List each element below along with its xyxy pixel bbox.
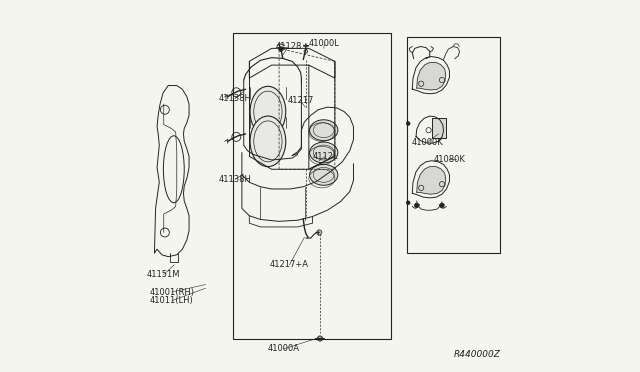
Ellipse shape <box>250 116 286 167</box>
Ellipse shape <box>310 142 338 163</box>
Bar <box>408 37 500 253</box>
Text: 41000A: 41000A <box>268 344 300 353</box>
Text: 41001(RH): 41001(RH) <box>150 288 195 296</box>
Bar <box>232 33 390 339</box>
Text: 41217+A: 41217+A <box>270 260 309 269</box>
Text: 41080K: 41080K <box>433 155 465 164</box>
Ellipse shape <box>250 86 286 137</box>
Circle shape <box>406 122 410 125</box>
Circle shape <box>317 336 323 341</box>
Circle shape <box>440 203 444 208</box>
Text: 4112L: 4112L <box>313 152 339 161</box>
Text: 41128: 41128 <box>275 42 301 51</box>
Polygon shape <box>417 62 445 90</box>
Polygon shape <box>417 167 445 194</box>
Text: 41138H: 41138H <box>219 175 252 184</box>
Circle shape <box>415 203 419 208</box>
Ellipse shape <box>310 120 338 141</box>
Text: 41011(LH): 41011(LH) <box>150 296 194 305</box>
Text: 41000L: 41000L <box>309 39 340 48</box>
Circle shape <box>304 49 308 53</box>
Text: 41151M: 41151M <box>147 270 180 279</box>
Circle shape <box>278 47 283 51</box>
Bar <box>431 118 445 138</box>
Text: 41000K: 41000K <box>412 138 444 147</box>
Text: R440000Z: R440000Z <box>454 350 500 359</box>
Text: 41138H: 41138H <box>219 94 252 103</box>
Text: 41217: 41217 <box>287 96 314 105</box>
Circle shape <box>406 201 410 205</box>
Circle shape <box>317 230 322 235</box>
Ellipse shape <box>310 164 338 185</box>
